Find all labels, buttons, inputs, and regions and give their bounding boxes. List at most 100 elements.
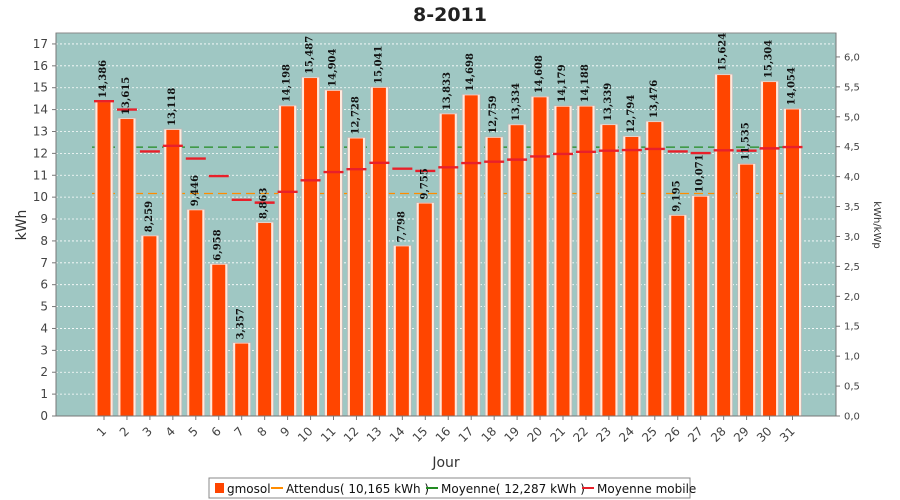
x-tick-label: 27	[685, 424, 706, 445]
y-axis-label-right: kWh/kWp	[871, 201, 882, 248]
legend: gmosol Attendus( 10,165 kWh ) Moyenne( 12,…	[208, 477, 696, 499]
x-axis: 1 2 3 4 5 6 7 8 9 10 11 12 13 14 15 16 17 18 19 20 21 22 23 24 2…	[56, 415, 836, 445]
x-tick-label: 31	[777, 424, 798, 445]
y-tick-label: 5	[40, 300, 48, 314]
x-tick-label: 11	[318, 424, 339, 445]
data-label: 14,179	[557, 64, 568, 102]
x-tick-label: 5	[186, 424, 201, 439]
x-tick-label: 13	[364, 424, 385, 445]
y-tick-label: 12	[33, 146, 48, 160]
x-tick-label: 22	[570, 424, 591, 445]
y-tick-label: 15	[33, 81, 48, 95]
data-label: 15,041	[373, 46, 384, 84]
bar	[235, 343, 249, 416]
x-tick-label: 23	[593, 424, 614, 445]
bar	[602, 125, 616, 416]
bar	[625, 136, 639, 416]
x-tick-label: 9	[277, 424, 292, 439]
bar	[533, 97, 547, 416]
y-tick-label: 11	[33, 168, 48, 182]
data-label: 14,198	[282, 64, 293, 102]
data-label: 13,615	[121, 77, 132, 115]
x-tick-label: 18	[479, 424, 500, 445]
bars	[94, 73, 802, 417]
bar	[740, 164, 754, 416]
y-right-tick-label: 4,0	[844, 172, 860, 183]
bar	[120, 119, 134, 416]
y-tick-label: 13	[33, 124, 48, 138]
x-tick-label: 29	[731, 424, 752, 445]
y-right-tick-label: 3,5	[844, 202, 860, 213]
bar	[648, 122, 662, 416]
y-right-tick-label: 4,5	[844, 142, 860, 153]
data-label: 12,759	[488, 95, 499, 133]
y-tick-label: 6	[40, 278, 48, 292]
bar	[717, 75, 731, 416]
data-label: 13,476	[649, 80, 660, 118]
bar	[258, 223, 272, 416]
bar	[212, 264, 226, 416]
y-axis-label: kWh	[14, 210, 30, 241]
bar	[97, 102, 111, 417]
y-axis-right: 0,0 0,5 1,0 1,5 2,0 2,5 3,0 3,5 4,0 4,5 5,0 5,5 6,0	[835, 33, 860, 423]
data-label: 14,608	[534, 55, 545, 93]
data-label: 3,357	[236, 308, 247, 339]
y-tick-label: 2	[40, 365, 48, 379]
legend-label: gmosol	[227, 482, 271, 496]
y-tick-label: 3	[40, 343, 48, 357]
x-tick-label: 19	[502, 424, 523, 445]
bar	[694, 196, 708, 416]
legend-box	[208, 477, 691, 499]
data-label: 13,118	[167, 88, 178, 126]
x-axis-label: Jour	[431, 455, 460, 471]
x-tick-label: 17	[456, 424, 477, 445]
data-label: 9,446	[190, 175, 201, 206]
x-tick-label: 14	[387, 424, 408, 445]
data-label: 15,624	[718, 33, 729, 71]
bar	[349, 138, 363, 416]
data-label: 9,195	[672, 180, 683, 211]
y-tick-label: 1	[40, 387, 48, 401]
bar	[189, 210, 203, 416]
data-label: 8,863	[259, 188, 270, 219]
y-right-tick-label: 5,5	[844, 82, 860, 93]
y-tick-label: 14	[33, 103, 48, 117]
y-tick-label: 16	[33, 59, 48, 73]
moving-average-marks	[94, 99, 803, 204]
x-tick-label: 30	[754, 424, 775, 445]
y-right-tick-label: 0,0	[844, 412, 860, 423]
data-label: 9,755	[419, 168, 430, 199]
bar	[418, 203, 432, 416]
x-tick-label: 26	[662, 424, 683, 445]
bar	[441, 114, 455, 416]
x-tick-label: 28	[708, 424, 729, 445]
y-right-tick-label: 2,0	[844, 292, 860, 303]
x-tick-label: 15	[410, 424, 431, 445]
y-right-tick-label: 1,0	[844, 352, 860, 363]
bar	[487, 137, 501, 416]
y-right-tick-label: 3,0	[844, 232, 860, 243]
x-tick-label: 4	[163, 424, 178, 439]
x-tick-label: 24	[616, 424, 637, 445]
data-label: 14,188	[580, 64, 591, 102]
x-tick-label: 10	[295, 424, 316, 445]
legend-label: Attendus( 10,165 kWh )	[286, 482, 429, 496]
x-tick-label: 7	[232, 424, 247, 439]
data-label: 12,794	[626, 95, 637, 133]
chart-title: 8-2011	[413, 4, 487, 26]
x-tick-label: 20	[524, 424, 545, 445]
data-label: 7,798	[396, 211, 407, 242]
x-tick-label: 21	[547, 424, 568, 445]
bar	[304, 78, 318, 417]
bar	[556, 106, 570, 416]
data-label: 15,304	[764, 40, 775, 78]
data-label: 14,698	[465, 53, 476, 91]
y-right-tick-label: 1,5	[844, 322, 860, 333]
data-label: 11,535	[741, 122, 752, 160]
data-label: 14,904	[328, 49, 339, 87]
x-tick-label: 2	[117, 424, 132, 439]
data-label: 13,334	[511, 83, 522, 121]
y-tick-label: 0	[40, 409, 48, 423]
y-right-tick-label: 0,5	[844, 382, 860, 393]
